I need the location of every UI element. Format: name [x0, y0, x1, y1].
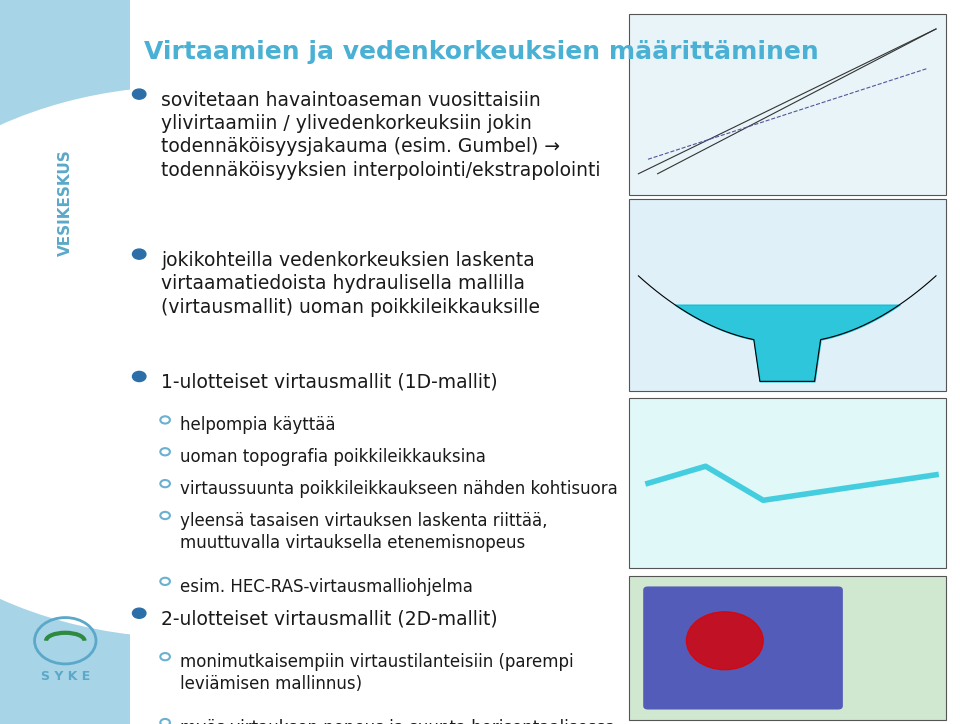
Text: 1-ulotteiset virtausmallit (1D-mallit): 1-ulotteiset virtausmallit (1D-mallit): [161, 373, 498, 392]
Circle shape: [0, 87, 552, 637]
Text: S Y K E: S Y K E: [40, 670, 90, 683]
FancyBboxPatch shape: [629, 398, 946, 568]
FancyBboxPatch shape: [629, 199, 946, 391]
FancyBboxPatch shape: [629, 14, 946, 195]
Text: virtaussuunta poikkileikkaukseen nähden kohtisuora: virtaussuunta poikkileikkaukseen nähden …: [180, 480, 618, 498]
Text: helpompia käyttää: helpompia käyttää: [180, 416, 336, 434]
Text: monimutkaisempiin virtaustilanteisiin (parempi
leviämisen mallinnus): monimutkaisempiin virtaustilanteisiin (p…: [180, 653, 574, 694]
Text: 2-ulotteiset virtausmallit (2D-mallit): 2-ulotteiset virtausmallit (2D-mallit): [161, 610, 498, 628]
FancyBboxPatch shape: [629, 576, 946, 720]
Text: sovitetaan havaintoaseman vuosittaisiin
ylivirtaamiin / ylivedenkorkeuksiin joki: sovitetaan havaintoaseman vuosittaisiin …: [161, 90, 601, 180]
FancyBboxPatch shape: [0, 0, 130, 724]
Circle shape: [132, 89, 146, 99]
Circle shape: [132, 608, 146, 618]
Text: yleensä tasaisen virtauksen laskenta riittää,
muuttuvalla virtauksella etenemisn: yleensä tasaisen virtauksen laskenta rii…: [180, 512, 548, 552]
Text: jokikohteilla vedenkorkeuksien laskenta
virtaamatiedoista hydraulisella mallilla: jokikohteilla vedenkorkeuksien laskenta …: [161, 251, 540, 316]
Circle shape: [686, 612, 763, 670]
FancyBboxPatch shape: [643, 586, 843, 710]
Text: Virtaamien ja vedenkorkeuksien määrittäminen: Virtaamien ja vedenkorkeuksien määrittäm…: [144, 40, 819, 64]
Text: VESIKESKUS: VESIKESKUS: [58, 149, 73, 256]
Circle shape: [132, 371, 146, 382]
Text: myös virtauksen nopeus ja suunta horisontaalisessa
tasossa (x ja y): myös virtauksen nopeus ja suunta horison…: [180, 719, 616, 724]
Text: esim. HEC-RAS-virtausmalliohjelma: esim. HEC-RAS-virtausmalliohjelma: [180, 578, 473, 596]
Circle shape: [132, 249, 146, 259]
Text: uoman topografia poikkileikkauksina: uoman topografia poikkileikkauksina: [180, 448, 487, 466]
